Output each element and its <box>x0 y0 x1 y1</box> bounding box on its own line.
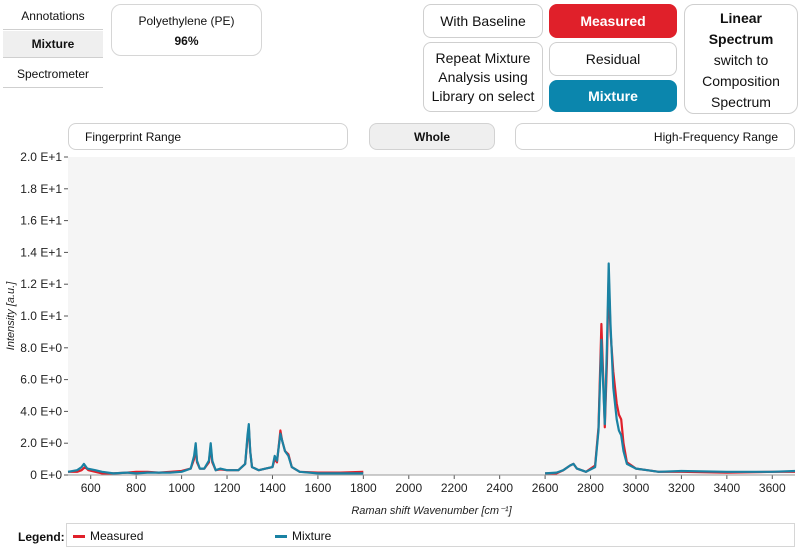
tab-annotations[interactable]: Annotations <box>3 3 103 30</box>
legend-swatch-mixture <box>275 534 287 538</box>
residual-label: Residual <box>585 50 641 67</box>
legend-item-mixture[interactable]: Mixture <box>275 529 331 543</box>
x-tick-label: 2200 <box>441 481 468 495</box>
y-tick-label: 0 E+0 <box>30 468 62 482</box>
legend-item-measured[interactable]: Measured <box>73 529 143 543</box>
y-tick-label: 1.6 E+1 <box>20 214 62 228</box>
y-tick-label: 1.2 E+1 <box>20 277 62 291</box>
x-tick-label: 2800 <box>577 481 604 495</box>
y-tick-label: 2.0 E+0 <box>20 436 62 450</box>
y-tick-label: 4.0 E+0 <box>20 404 62 418</box>
repeat-analysis-label: Repeat Mixture Analysis using Library on… <box>431 49 535 104</box>
x-tick-label: 1200 <box>214 481 241 495</box>
spectrum-toggle[interactable]: Linear Spectrum switch to Composition Sp… <box>684 4 798 114</box>
y-tick-label: 1.0 E+1 <box>20 309 62 323</box>
spectrum-toggle-title: Linear Spectrum <box>708 10 774 47</box>
measured-label: Measured <box>580 12 646 29</box>
y-tick-label: 2.0 E+1 <box>20 150 62 164</box>
y-tick-label: 8.0 E+0 <box>20 341 62 355</box>
y-tick-label: 1.8 E+1 <box>20 182 62 196</box>
legend-text-mixture: Mixture <box>292 529 332 543</box>
x-tick-label: 3000 <box>623 481 650 495</box>
whole-range-label: Whole <box>414 129 450 144</box>
x-axis-title: Raman shift Wavenumber [cm⁻¹] <box>351 505 512 517</box>
repeat-analysis-button[interactable]: Repeat Mixture Analysis using Library on… <box>423 42 543 112</box>
high-frequency-range-button[interactable]: High-Frequency Range <box>515 123 795 150</box>
y-tick-label: 6.0 E+0 <box>20 373 62 387</box>
result-name: Polyethylene (PE) <box>138 14 235 28</box>
x-tick-label: 600 <box>81 481 101 495</box>
measured-button[interactable]: Measured <box>549 4 677 38</box>
x-tick-label: 1800 <box>350 481 377 495</box>
legend-label: Legend: <box>18 530 65 544</box>
with-baseline-label: With Baseline <box>440 12 526 29</box>
with-baseline-button[interactable]: With Baseline <box>423 4 543 38</box>
fingerprint-range-button[interactable]: Fingerprint Range <box>68 123 348 150</box>
spectrum-toggle-action: switch to Composition Spectrum <box>702 52 780 110</box>
x-tick-label: 2600 <box>532 481 559 495</box>
legend: Measured Mixture <box>66 523 795 547</box>
x-tick-label: 3200 <box>668 481 695 495</box>
x-tick-label: 3400 <box>713 481 740 495</box>
spectrum-chart[interactable]: 0 E+0 2.0 E+0 4.0 E+0 6.0 E+0 8.0 E+0 1.0 E+1… <box>0 150 800 522</box>
x-tick-label: 1400 <box>259 481 286 495</box>
y-tick-label: 1.4 E+1 <box>20 245 62 259</box>
x-tick-label: 3600 <box>759 481 786 495</box>
legend-swatch-measured <box>73 534 85 538</box>
plot-area <box>68 157 795 475</box>
whole-range-button[interactable]: Whole <box>369 123 495 150</box>
x-tick-label: 2000 <box>395 481 422 495</box>
residual-button[interactable]: Residual <box>549 42 677 76</box>
series-line-mixture-0 <box>67 423 364 475</box>
x-tick-label: 2400 <box>486 481 513 495</box>
y-axis-title: Intensity [a.u.] <box>5 281 17 350</box>
high-frequency-range-label: High-Frequency Range <box>653 129 778 144</box>
mixture-label: Mixture <box>588 87 638 104</box>
x-tick-label: 1000 <box>168 481 195 495</box>
tab-mixture[interactable]: Mixture <box>3 31 103 58</box>
result-percent: 96% <box>174 34 199 48</box>
x-tick-label: 1600 <box>305 481 332 495</box>
result-card[interactable]: Polyethylene (PE) 96% <box>111 4 262 56</box>
mixture-button[interactable]: Mixture <box>549 80 677 112</box>
fingerprint-range-label: Fingerprint Range <box>85 129 182 144</box>
series-line-mixture-1 <box>545 262 796 475</box>
legend-text-measured: Measured <box>90 529 144 543</box>
x-tick-label: 800 <box>126 481 146 495</box>
tab-spectrometer[interactable]: Spectrometer <box>3 61 103 88</box>
